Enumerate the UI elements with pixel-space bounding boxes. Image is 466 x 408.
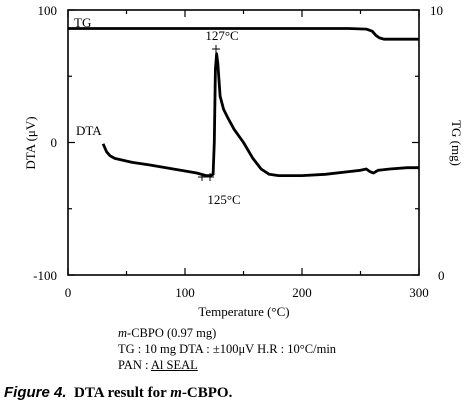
series-line-dta [101,52,419,177]
x-tick-labels: 0 100 200 300 [65,285,429,300]
caption-text-pre: DTA result for [74,385,171,401]
caption-label: Figure 4. [4,384,67,401]
sample-compound: m-CBPO (0.97 mg) [118,326,216,341]
left-tick-labels: 100 0 -100 [33,3,57,283]
series-label-dta: DTA [76,123,102,138]
y-axis-label-right: TG (mg) [449,120,464,166]
x-tick-label-0: 0 [65,285,72,300]
caption-text-italic: m [170,385,182,401]
right-tick-labels: 10 0 [430,3,445,283]
x-tick-label-300: 300 [409,285,429,300]
peak-markers [198,45,220,181]
y-axis-label-left: DTA (μV) [23,116,38,169]
y-right-tick-label-0: 0 [438,268,445,283]
y-left-tick-label-minus100: -100 [33,268,57,283]
compound-italic: m [118,326,128,340]
compound-rest: -CBPO (0.97 mg) [127,326,217,340]
y-left-tick-label-0: 0 [51,135,58,150]
annotation-127c: 127°C [205,28,238,43]
x-tick-label-200: 200 [292,285,312,300]
x-axis-label: Temperature (°C) [198,304,289,319]
y-left-tick-label-100: 100 [38,3,58,18]
figure-caption: Figure 4. DTA result for m-CBPO. [4,384,232,402]
axis-ticks [67,9,420,276]
x-tick-label-100: 100 [175,285,195,300]
series-label-tg: TG [74,15,91,30]
annotation-125c: 125°C [207,192,240,207]
sample-pan: PAN : Al SEAL [118,358,198,373]
series-line-tg [68,27,419,41]
pan-label: PAN : [118,358,151,372]
caption-text-post: -CBPO. [181,385,233,401]
sample-conditions: TG : 10 mg DTA : ±100μV H.R : 10°C/min [118,342,337,356]
y-right-tick-label-10: 10 [430,3,443,18]
pan-value: Al SEAL [150,358,198,372]
